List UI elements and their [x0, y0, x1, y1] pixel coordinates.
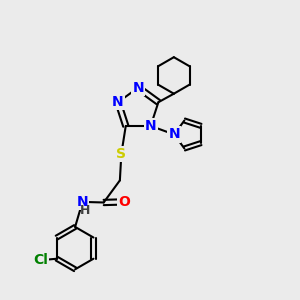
Text: Cl: Cl [33, 253, 48, 267]
Text: N: N [168, 128, 180, 142]
Text: S: S [116, 147, 126, 161]
Text: H: H [80, 204, 90, 217]
Text: N: N [132, 81, 144, 94]
Text: N: N [145, 119, 157, 133]
Text: N: N [77, 195, 88, 209]
Text: N: N [112, 95, 124, 109]
Text: O: O [118, 195, 130, 209]
